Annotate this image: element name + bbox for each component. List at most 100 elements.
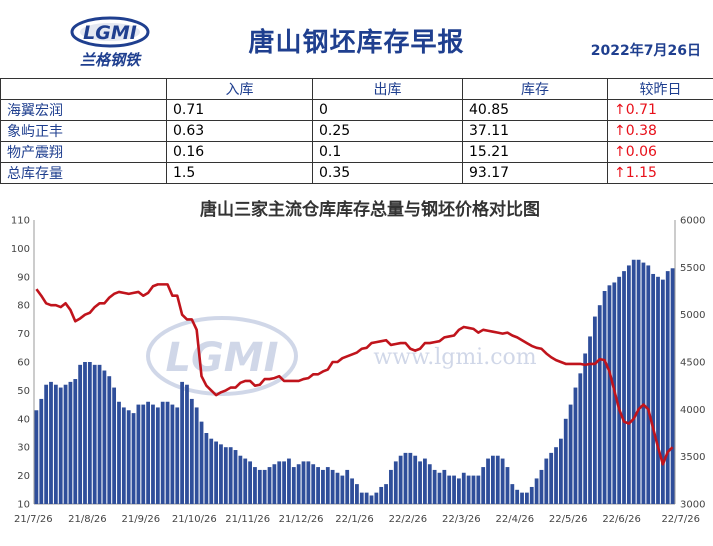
stock-bar	[267, 467, 272, 504]
stock-bar	[160, 401, 165, 504]
stock-bar	[374, 492, 379, 504]
stock-bar	[486, 458, 490, 504]
stock-bar	[330, 469, 335, 504]
stock-bar	[403, 452, 408, 504]
lgmi-logo: LGMI 兰格钢铁	[70, 16, 150, 69]
stock-bar	[53, 384, 58, 504]
left-tick-label: 110	[11, 216, 30, 227]
price-line	[35, 283, 674, 466]
stock-bar	[389, 469, 393, 504]
stock-bar	[442, 469, 447, 504]
stock-bar	[408, 452, 413, 504]
stock-bar	[219, 444, 223, 504]
stock-bar	[253, 467, 257, 504]
stock-bar	[102, 370, 107, 504]
stock-bar	[384, 484, 388, 504]
stock-bar	[525, 492, 529, 504]
stock-bar	[549, 452, 554, 504]
stock-bar	[359, 492, 364, 504]
x-tick-label: 21/10/26	[172, 514, 217, 525]
chart-watermark: LGMI www.lgmi.com	[146, 316, 537, 396]
table-row: 海翼宏润 0.71 0 40.85 ↑0.71	[0, 99, 713, 121]
stock-bar	[311, 464, 316, 504]
change-value: ↑0.38	[607, 120, 713, 142]
x-tick-label: 22/6/26	[602, 514, 641, 525]
stock-bar	[641, 262, 646, 504]
stock-bar	[345, 469, 350, 504]
stock-bar	[340, 475, 345, 504]
stock-bar	[495, 455, 500, 504]
stock-bar	[423, 458, 427, 504]
left-tick-label: 70	[17, 329, 30, 340]
stock-bar	[558, 438, 563, 504]
stock-bar	[175, 407, 180, 504]
stock-bar	[413, 455, 418, 504]
stock-bar	[58, 387, 63, 504]
stock-bar	[136, 404, 141, 504]
stock-bar	[510, 484, 515, 504]
right-tick-label: 6000	[680, 216, 705, 227]
right-axis-ticks: 3000 3500 4000 4500 5000 5500 6000	[680, 216, 705, 511]
stock-bar	[379, 486, 384, 504]
inbound-value: 1.5	[166, 162, 313, 184]
stock-bar	[617, 276, 622, 504]
stock-bar	[68, 381, 73, 504]
stock-bar	[296, 464, 301, 504]
stock-bar	[199, 421, 204, 504]
stock-bar	[393, 461, 398, 504]
x-tick-label: 21/9/26	[122, 514, 161, 525]
logo-subtitle: 兰格钢铁	[80, 51, 142, 69]
table-row: 总库存量 1.5 0.35 93.17 ↑1.15	[0, 162, 713, 184]
stock-bar	[592, 316, 597, 504]
stock-bar	[364, 492, 369, 504]
stock-bar	[481, 467, 486, 504]
stock-bar	[44, 384, 49, 504]
stock-bar	[78, 364, 83, 504]
inventory-price-chart: LGMI www.lgmi.com 唐山三家主流仓库库存总量与钢坯价格对比图 1…	[11, 199, 706, 525]
change-value: ↑0.06	[607, 141, 713, 163]
right-tick-label: 3500	[680, 452, 705, 463]
stock-bar	[665, 271, 670, 504]
right-tick-label: 3000	[680, 500, 705, 511]
left-tick-label: 10	[17, 500, 30, 511]
stock-bar	[97, 364, 102, 504]
stock-bar	[248, 461, 252, 504]
stock-bar	[63, 384, 68, 504]
stock-bar	[325, 467, 330, 504]
right-tick-label: 4500	[680, 358, 705, 369]
right-tick-label: 5500	[680, 263, 705, 274]
stock-bar	[437, 472, 442, 504]
warehouse-name: 海翼宏润	[0, 99, 167, 121]
x-tick-label: 22/1/26	[335, 514, 374, 525]
stock-bar	[583, 353, 588, 504]
left-tick-label: 60	[17, 358, 30, 369]
stock-bar	[262, 469, 267, 504]
stock-bar	[335, 472, 340, 504]
stock-bar	[500, 458, 505, 504]
left-tick-label: 100	[11, 244, 30, 255]
stock-bar	[291, 467, 296, 504]
stock-bar	[491, 455, 495, 504]
column-header: 较昨日	[607, 78, 713, 100]
x-tick-label: 22/5/26	[549, 514, 588, 525]
stock-bar	[398, 455, 403, 504]
stock-bar	[282, 461, 286, 504]
stock-bar	[563, 418, 568, 504]
x-tick-label: 21/11/26	[225, 514, 270, 525]
stock-bar	[39, 398, 44, 504]
stock-bar	[228, 447, 233, 504]
right-tick-label: 4000	[680, 405, 705, 416]
stock-bar	[636, 259, 641, 504]
table-row: 物产震翔 0.16 0.1 15.21 ↑0.06	[0, 141, 713, 163]
stock-bar	[573, 387, 578, 504]
stock-bar	[355, 484, 359, 504]
stock-bar	[607, 285, 612, 504]
column-header: 入库	[166, 78, 313, 100]
report-title: 唐山钢坯库存早报	[248, 28, 465, 58]
warehouse-name: 总库存量	[0, 162, 167, 184]
stock-value: 40.85	[462, 99, 608, 121]
inventory-summary-table: 入库 出库 库存 较昨日 海翼宏润 0.71 0 40.85 ↑0.71 象屿正…	[0, 78, 713, 184]
stock-bar	[155, 407, 160, 504]
stock-bar	[243, 458, 248, 504]
stock-bar	[457, 478, 461, 504]
